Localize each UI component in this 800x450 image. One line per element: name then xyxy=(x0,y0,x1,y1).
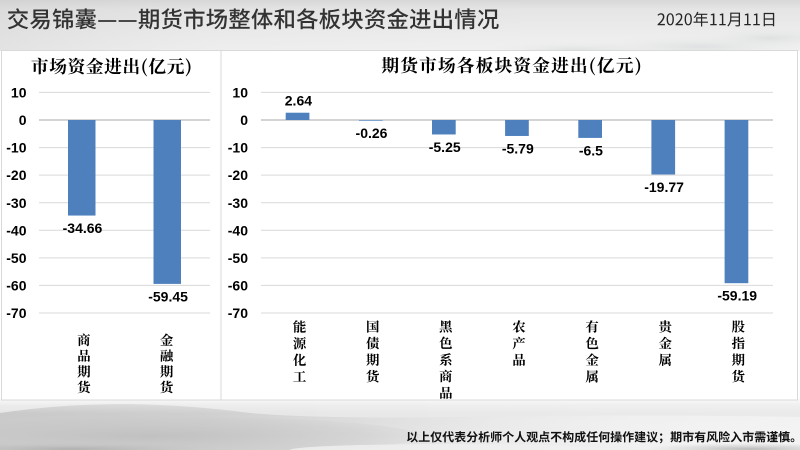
svg-text:-20: -20 xyxy=(228,167,248,183)
svg-text:-50: -50 xyxy=(6,250,26,266)
svg-text:-20: -20 xyxy=(6,167,26,183)
svg-text:-19.77: -19.77 xyxy=(644,179,684,195)
svg-text:-30: -30 xyxy=(6,195,26,211)
svg-text:-50: -50 xyxy=(228,250,248,266)
svg-text:-40: -40 xyxy=(228,222,248,238)
svg-text:-10: -10 xyxy=(6,140,26,156)
svg-text:0: 0 xyxy=(19,112,27,128)
svg-text:2.64: 2.64 xyxy=(285,93,312,109)
svg-text:-0.26: -0.26 xyxy=(356,125,388,141)
svg-text:10: 10 xyxy=(11,85,27,101)
svg-text:0: 0 xyxy=(240,112,248,128)
svg-text:-60: -60 xyxy=(6,278,26,294)
svg-text:-5.25: -5.25 xyxy=(429,139,461,155)
svg-text:-30: -30 xyxy=(228,195,248,211)
svg-text:10: 10 xyxy=(232,85,248,101)
svg-text:-70: -70 xyxy=(228,305,248,321)
svg-text:-34.66: -34.66 xyxy=(63,220,103,236)
svg-text:-40: -40 xyxy=(6,222,26,238)
svg-text:-59.45: -59.45 xyxy=(148,288,188,304)
svg-text:-59.19: -59.19 xyxy=(717,288,757,304)
svg-text:-70: -70 xyxy=(6,305,26,321)
svg-text:-10: -10 xyxy=(228,140,248,156)
svg-text:-60: -60 xyxy=(228,278,248,294)
svg-text:-5.79: -5.79 xyxy=(502,141,534,157)
svg-text:-6.5: -6.5 xyxy=(579,142,603,158)
